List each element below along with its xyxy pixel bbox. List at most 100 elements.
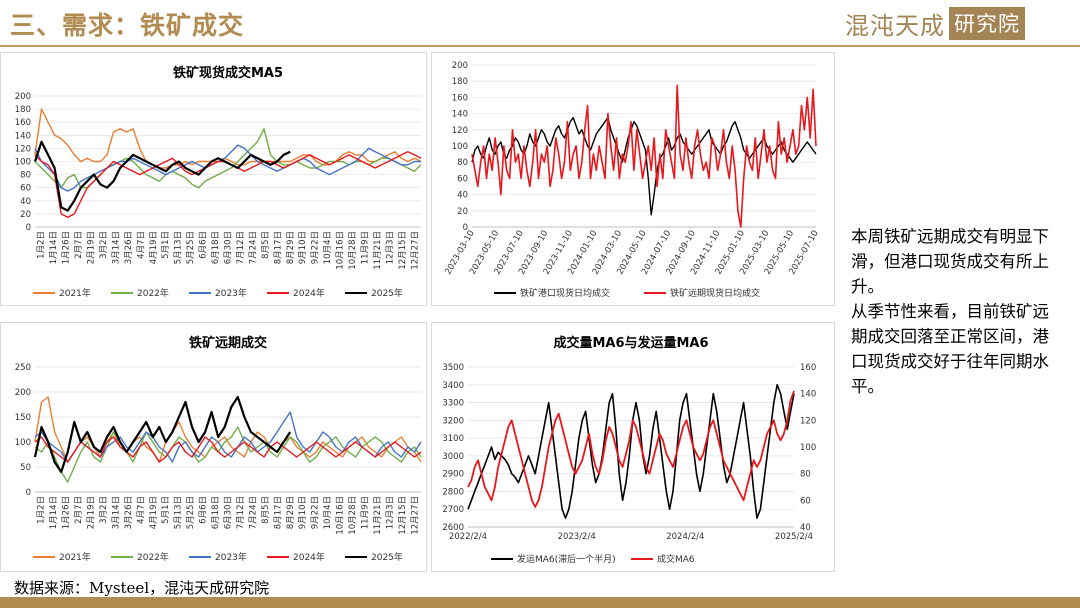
x-tick-label: 10月28日 — [348, 231, 358, 270]
y-tick-label: 180 — [15, 105, 31, 115]
x-tick-label: 12月15日 — [398, 496, 408, 535]
y2-tick-label: 160 — [800, 363, 816, 373]
x-tick-label: 5月1日 — [161, 231, 171, 259]
x-tick-label: 11月21日 — [373, 496, 383, 535]
x-tick-label: 3月2日 — [99, 231, 109, 259]
x-tick-label: 4月19日 — [149, 231, 159, 264]
series-line-0 — [34, 108, 422, 169]
logo-text: 混沌天成 — [845, 11, 945, 40]
series-line-4 — [33, 140, 291, 212]
x-tick-label: 9月10日 — [298, 496, 308, 529]
x-tick-label: 9月10日 — [298, 231, 308, 264]
x-tick-label: 6月18日 — [211, 496, 221, 529]
y-tick-label: 100 — [15, 158, 31, 168]
x-tick-label: 5月25日 — [186, 231, 196, 264]
x-tick-label: 10月28日 — [348, 496, 358, 535]
chart-title: 成交量MA6与发运量MA6 — [553, 335, 708, 351]
y-tick-label: 60 — [20, 184, 31, 194]
x-tick-label: 12月27日 — [410, 496, 420, 535]
y-tick-label: 0 — [26, 223, 31, 233]
y-tick-label: 20 — [20, 210, 31, 220]
page-title: 三、需求：铁矿成交 — [10, 11, 245, 40]
x-tick-label: 2023/2/4 — [558, 532, 596, 542]
x-tick-label: 12月27日 — [410, 231, 420, 270]
series-line-2 — [34, 144, 421, 192]
chart-spot-ma5-svg: 铁矿现货成交MA5 0 20 40 60 80 100 120 140 160 180 200 1月2日… — [15, 65, 422, 299]
y-tick-label: 100 — [15, 438, 31, 448]
x-tick-label: 8月29日 — [286, 496, 296, 529]
commentary: 本周铁矿远期成交有明显下滑，但港口现货成交有所上升。 从季节性来看，目前铁矿远期… — [851, 224, 1061, 399]
legend-label: 2024年 — [293, 287, 325, 299]
x-tick-label: 8月29日 — [286, 231, 296, 264]
y-tick-label: 3300 — [442, 399, 464, 409]
x-tick-label: 2022/2/4 — [449, 532, 487, 542]
y-tick-label: 0 — [463, 223, 468, 233]
x-tick-label: 1月26日 — [62, 496, 72, 529]
y-tick-label: 80 — [457, 158, 468, 168]
y-tick-label: 3400 — [442, 381, 464, 391]
chart-port-vs-forward: 0 20 40 60 80 100 120 140 160 180 200 2023-03-10 202… — [431, 52, 835, 306]
y-tick-label: 200 — [452, 61, 468, 71]
y-tick-label: 120 — [452, 126, 468, 136]
x-tick-label: 5月1日 — [161, 496, 171, 524]
y-tick-label: 3500 — [442, 363, 464, 373]
y-tick-label: 3000 — [442, 452, 464, 462]
x-tick-label: 6月30日 — [224, 496, 234, 529]
x-tick-label: 9月22日 — [311, 496, 321, 529]
x-tick-label: 2月7日 — [74, 496, 84, 524]
y-tick-label: 20 — [457, 207, 468, 217]
x-tick-label: 1月2日 — [37, 496, 47, 524]
y-tick-label: 80 — [20, 171, 31, 181]
series-line-1 — [471, 84, 817, 228]
y-tick-label: 40 — [20, 197, 31, 207]
x-tick-label: 1月14日 — [49, 231, 59, 264]
y-tick-label: 150 — [15, 413, 31, 423]
y-tick-label: 140 — [15, 131, 31, 141]
x-tick-label: 7月24日 — [248, 231, 258, 264]
legend-label: 2021年 — [59, 287, 91, 299]
legend-label: 发运MA6(滞后一个半月) — [517, 553, 616, 565]
series-line-1 — [34, 426, 422, 483]
chart-title: 铁矿现货成交MA5 — [172, 65, 283, 81]
y2-tick-label: 140 — [800, 390, 816, 400]
logo-box: 研究院 — [949, 6, 1025, 40]
commentary-paragraph-2: 从季节性来看，目前铁矿远期成交回落至正常区间，港口现货成交好于往年同期水平。 — [851, 302, 1049, 396]
chart-port-vs-forward-svg: 0204060801001201401601802002023-03-10202… — [443, 61, 820, 299]
legend-label: 成交MA6 — [657, 553, 695, 565]
y2-tick-label: 100 — [800, 443, 816, 453]
y-tick-label: 3100 — [442, 434, 464, 444]
x-tick-label: 3月14日 — [111, 496, 121, 529]
series-line-1 — [34, 128, 422, 189]
series-line-0 — [34, 396, 422, 463]
x-tick-label: 9月22日 — [311, 231, 321, 264]
x-tick-label: 3月26日 — [124, 231, 134, 264]
header-divider — [0, 45, 1080, 47]
y-tick-label: 160 — [452, 93, 468, 103]
legend-label: 2025年 — [371, 287, 403, 299]
x-tick-label: 7月12日 — [236, 231, 246, 264]
x-tick-label: 10月16日 — [336, 496, 346, 535]
x-tick-label: 6月30日 — [224, 231, 234, 264]
legend-label: 铁矿港口现货日均成交 — [520, 287, 610, 299]
series-line-1 — [467, 390, 795, 508]
x-tick-label: 7月24日 — [248, 496, 258, 529]
y-tick-label: 250 — [15, 363, 31, 373]
x-tick-label: 1月26日 — [62, 231, 72, 264]
x-tick-label: 12月3日 — [385, 496, 395, 529]
y2-tick-label: 40 — [800, 523, 811, 533]
title-bar: 三、需求：铁矿成交 混沌天成 研究院 — [0, 0, 1080, 48]
y2-tick-label: 80 — [800, 470, 811, 480]
x-tick-label: 5月13日 — [174, 496, 184, 529]
y-tick-label: 2900 — [442, 470, 464, 480]
legend-label: 铁矿远期现货日均成交 — [670, 287, 760, 299]
x-tick-label: 6月6日 — [199, 496, 209, 524]
y-tick-label: 140 — [452, 110, 468, 120]
y-tick-label: 50 — [20, 463, 31, 473]
y-tick-label: 120 — [15, 144, 31, 154]
x-tick-label: 2月19日 — [87, 496, 97, 529]
x-tick-label: 3月26日 — [124, 496, 134, 529]
legend-label: 2021年 — [59, 551, 91, 563]
x-tick-label: 4月7日 — [136, 496, 146, 524]
x-tick-label: 2月7日 — [74, 231, 84, 259]
